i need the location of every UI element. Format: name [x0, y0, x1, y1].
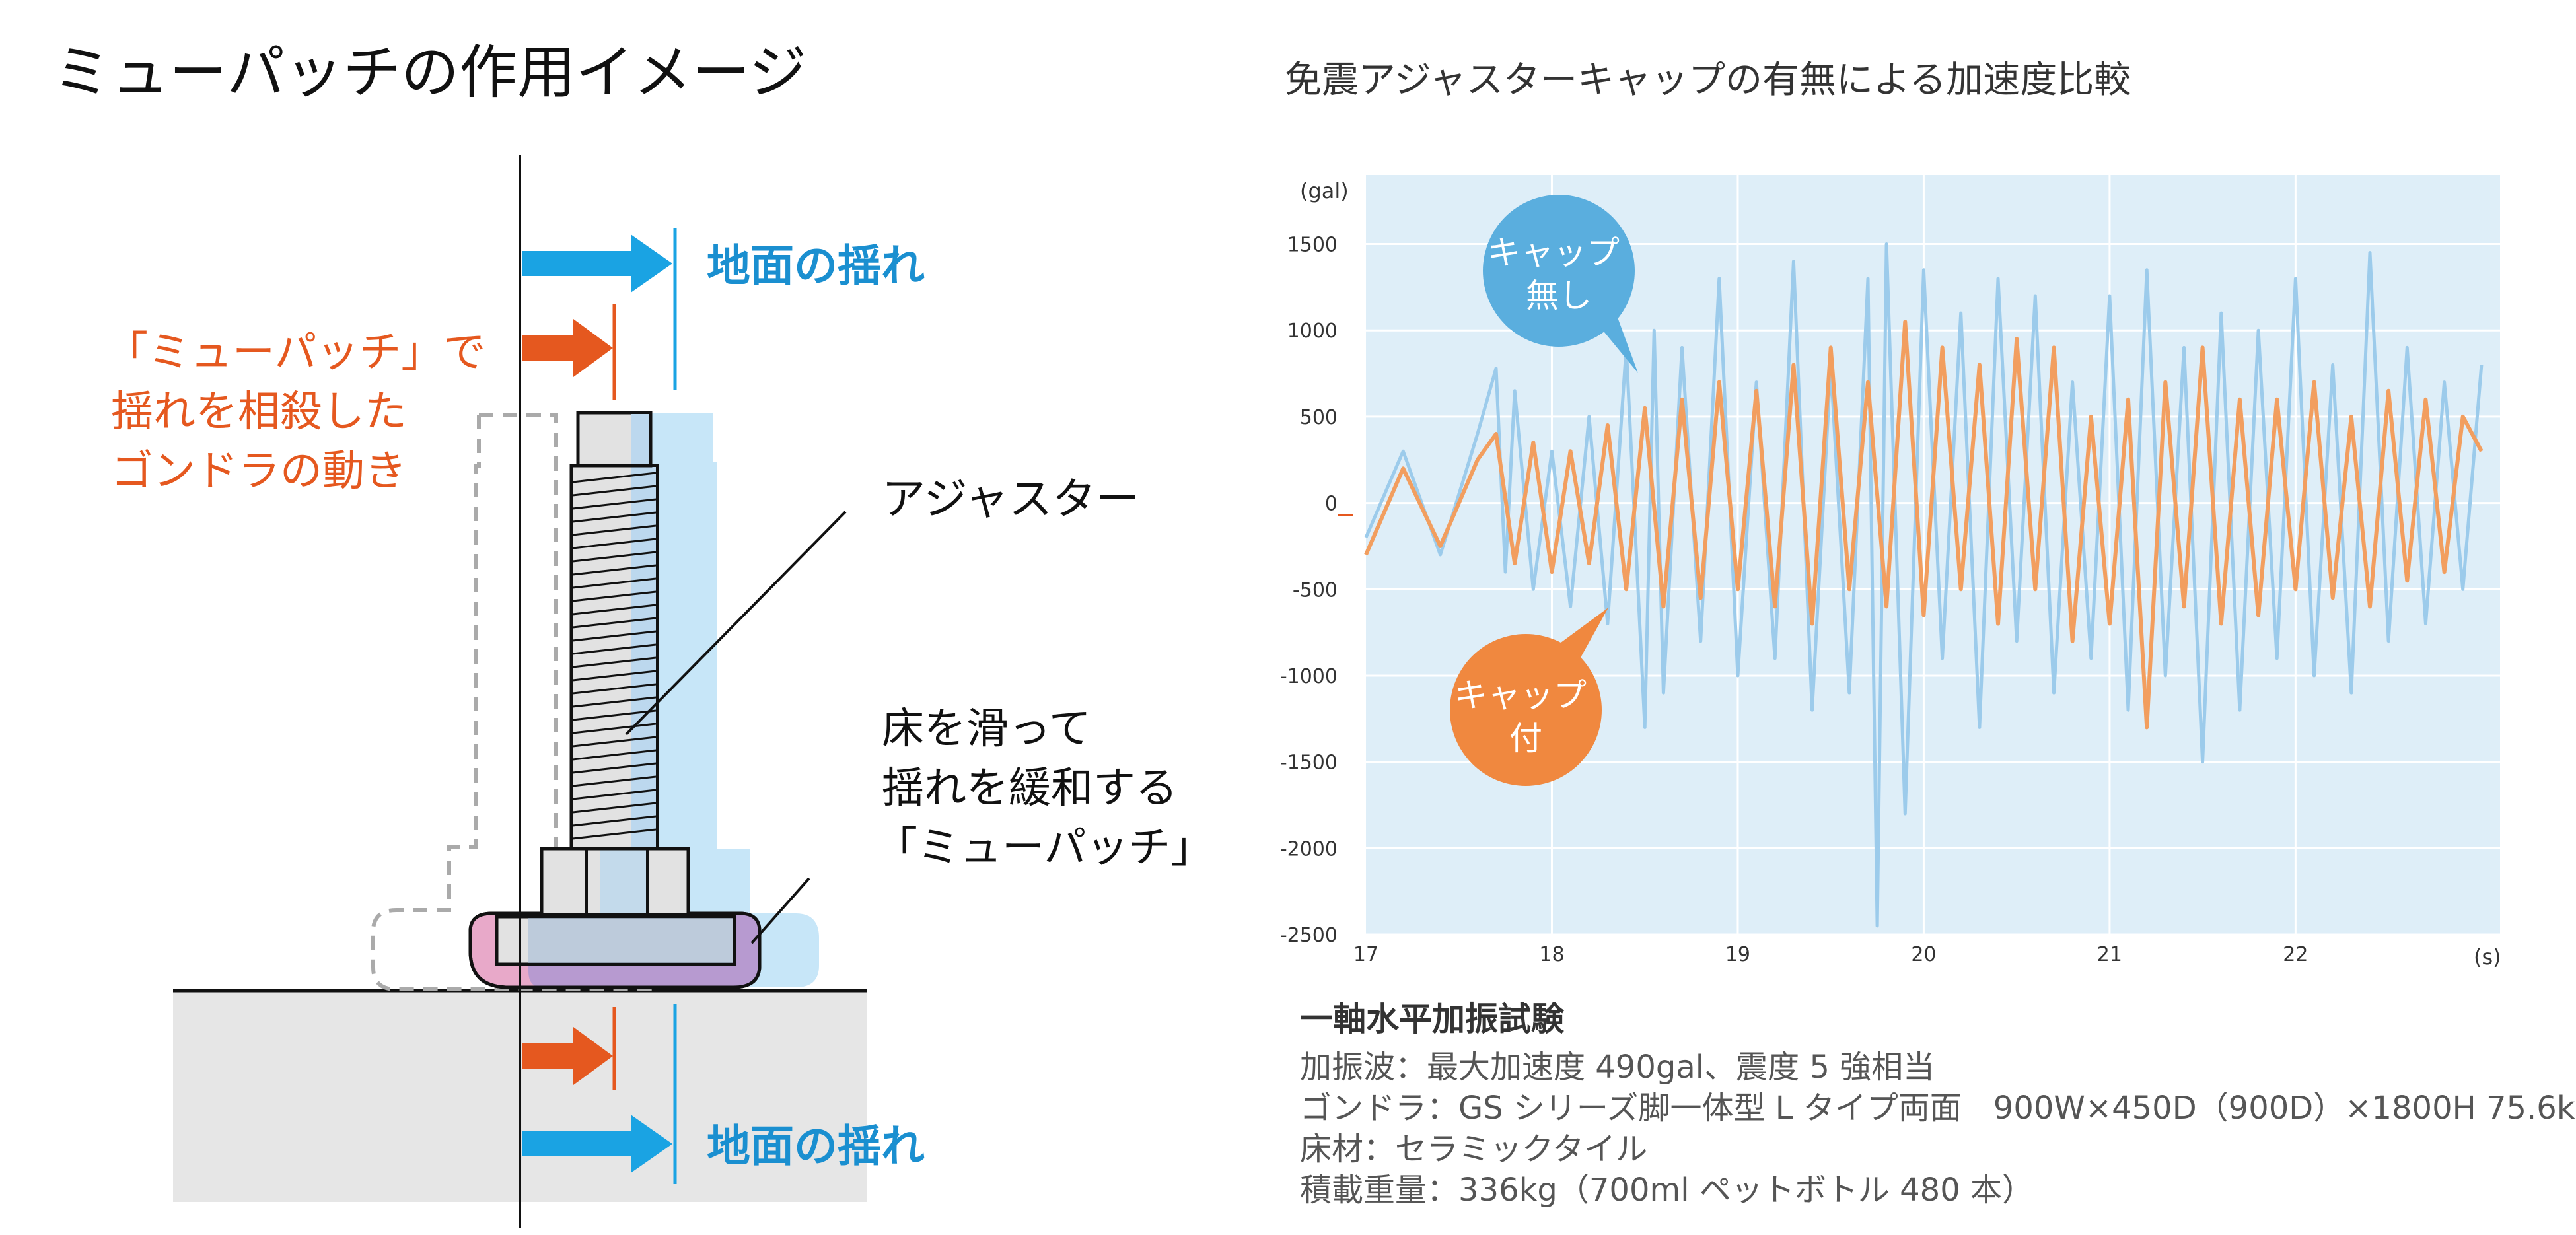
gondola-label-line-1: 「ミューパッチ」で [106, 328, 485, 377]
series-line-cap [1364, 320, 2484, 730]
bolt-head-overlay [631, 414, 649, 464]
thread-line [572, 802, 657, 814]
gondola-label-line-3: ゴンドラの動き [111, 447, 407, 496]
thread-line [572, 630, 657, 642]
thread-line [572, 696, 657, 708]
gondola-label: 「ミューパッチ」で 揺れを相殺した ゴンドラの動き [106, 328, 499, 496]
acceleration-chart-panel: 免震アジャスターキャップの有無による加速度比較 1500 1000 500 0 -500… [1280, 59, 2576, 1209]
thread-line [572, 511, 657, 523]
bolt-threads [572, 472, 657, 840]
patch-callout-line [750, 877, 810, 944]
thread-line [572, 815, 657, 827]
x-axis-unit: (s) [2474, 944, 2501, 970]
original-position-outline [371, 413, 670, 991]
ground-shake-label-bottom: 地面の揺れ [707, 1121, 925, 1172]
thread-line [572, 789, 657, 800]
thread-line [572, 670, 657, 682]
bolt-overlay [631, 467, 656, 847]
y-tick-label: -1000 [1280, 665, 1338, 688]
ground-shake-label-top: 地面の揺れ [707, 240, 925, 291]
y-tick-label: 1000 [1287, 320, 1338, 343]
y-tick-label: -500 [1293, 579, 1338, 602]
thread-line [572, 617, 657, 629]
patch-label-line-2: 揺れを緩和する [882, 764, 1178, 813]
y-tick-label: 1500 [1287, 234, 1338, 257]
bubble-cap: キャップ 付 [1450, 608, 1608, 786]
gondola-move-arrow-bottom [522, 1027, 613, 1085]
test-line-3: 床材：セラミックタイル [1300, 1131, 1647, 1168]
x-tick-label: 18 [1539, 943, 1564, 966]
patch-label-line-1: 床を滑って [882, 705, 1091, 754]
thread-line [572, 762, 657, 774]
thread-line [572, 723, 657, 734]
x-tick-label: 22 [2283, 943, 2308, 966]
x-tick-label: 17 [1353, 943, 1378, 966]
x-tick-label: 21 [2097, 943, 2122, 966]
thread-line [572, 828, 657, 840]
thread-line [572, 683, 657, 695]
thread-line [572, 538, 657, 549]
bubble-no-cap-line-1: キャップ [1487, 234, 1620, 272]
acceleration-chart: 1500 1000 500 0 -500 -1000 -1500 -2000 -2500 17 18… [1280, 175, 2501, 970]
test-line-2: ゴンドラ：GS シリーズ脚一体型 L タイプ両面 900W×450D（900D）… [1300, 1090, 2576, 1127]
thread-line [572, 485, 657, 497]
y-tick-label: -1500 [1280, 752, 1338, 775]
thread-line [572, 551, 657, 563]
adjuster-callout-line [625, 511, 847, 736]
x-tick-label: 20 [1911, 943, 1936, 966]
test-conditions: 加振波：最大加速度 490gal、震度 5 強相当 ゴンドラ：GS シリーズ脚一… [1300, 1049, 2576, 1209]
thread-line [572, 564, 657, 576]
thread-line [572, 524, 657, 536]
mu-patch-diagram: ミューパッチの作用イメージ [53, 38, 1213, 1228]
adjuster-label: アジャスター [882, 474, 1139, 524]
thread-line [572, 656, 657, 668]
thread-line [572, 709, 657, 721]
x-tick-label: 19 [1725, 943, 1750, 966]
chart-title: 免震アジャスターキャップの有無による加速度比較 [1285, 59, 2131, 102]
test-line-4: 積載重量：336kg（700ml ペットボトル 480 本） [1300, 1172, 2034, 1209]
series-line-no-cap [1364, 242, 2484, 928]
bubble-cap-text: キャップ 付 [1454, 676, 1597, 758]
test-title: 一軸水平加振試験 [1300, 1000, 1565, 1038]
thread-line [572, 577, 657, 589]
ground-shake-arrow-top [522, 234, 672, 293]
thread-line [572, 590, 657, 602]
gondola-move-arrow-top [522, 319, 613, 377]
gondola-label-line-2: 揺れを相殺した [111, 388, 407, 437]
thread-line [572, 498, 657, 510]
thread-line [572, 472, 657, 483]
thread-line [572, 643, 657, 655]
y-tick-label: -2000 [1280, 837, 1338, 861]
bubble-no-cap-text: キャップ 無し [1487, 234, 1630, 315]
diagram-title: ミューパッチの作用イメージ [53, 38, 806, 106]
mu-patch-outline [468, 911, 762, 989]
hex-nut-overlay [600, 850, 649, 913]
y-axis-unit: (gal) [1300, 178, 1349, 203]
bubble-cap-line-2: 付 [1509, 719, 1542, 758]
bubble-no-cap-line-2: 無し [1526, 277, 1592, 315]
y-tick-label: 0 [1325, 493, 1338, 516]
thread-line [572, 604, 657, 616]
thread-line [572, 736, 657, 748]
adjuster-base-overlay [528, 918, 733, 963]
y-tick-label: -2500 [1280, 924, 1338, 947]
bubble-no-cap: キャップ 無し [1483, 195, 1638, 373]
patch-label-line-3: 「ミューパッチ」 [875, 824, 1213, 872]
thread-line [572, 749, 657, 761]
bubble-cap-line-1: キャップ [1454, 676, 1587, 715]
tick-labels: 1500 1000 500 0 -500 -1000 -1500 -2000 -2500 17 18… [1280, 234, 2308, 966]
series-layer [1364, 242, 2484, 928]
y-tick-label: 500 [1300, 406, 1338, 429]
patch-label: 床を滑って 揺れを緩和する 「ミューパッチ」 [875, 705, 1213, 872]
ground-shake-arrow-bottom [522, 1115, 672, 1173]
test-line-1: 加振波：最大加速度 490gal、震度 5 強相当 [1300, 1049, 1935, 1086]
thread-line [572, 775, 657, 787]
